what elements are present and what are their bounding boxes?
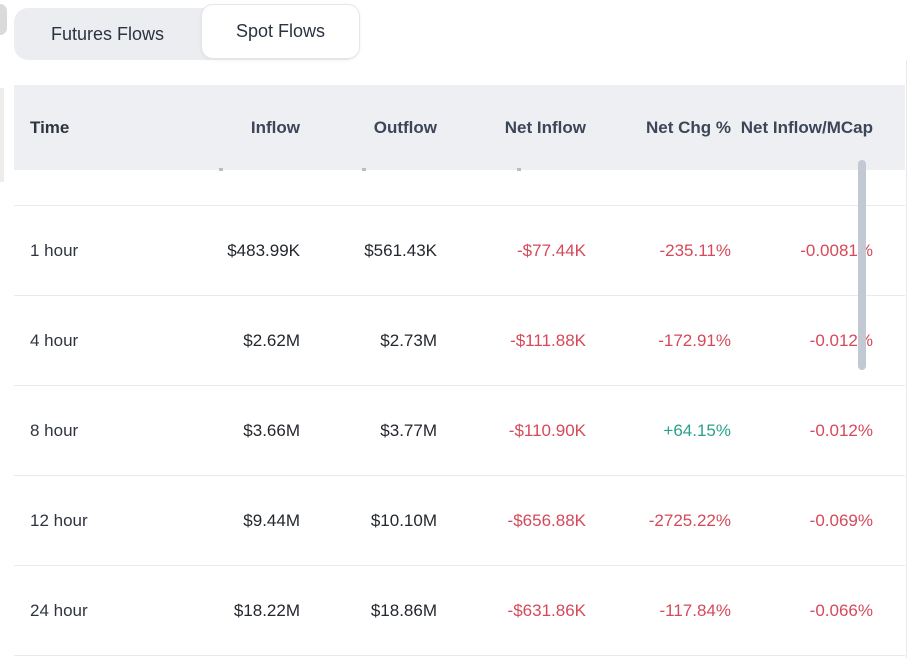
net-inflow-mcap-cell: -0.0081%	[800, 240, 873, 260]
time-cell: 12 hour	[30, 510, 88, 530]
clipped-text-speck	[219, 168, 223, 171]
column-header-net-inflow-mcap: Net Inflow/MCap	[740, 117, 873, 137]
time-cell: 8 hour	[30, 420, 79, 440]
table-row: 12 hour $9.44M $10.10M -$656.88K -2725.22% -0…	[14, 476, 905, 566]
table-row: 24 hour $18.22M $18.86M -$631.86K -117.84% -0…	[14, 566, 905, 656]
time-cell: 1 hour	[30, 240, 79, 260]
net-inflow-cell: -$656.88K	[507, 510, 586, 530]
net-chg-cell: -117.84%	[659, 600, 731, 620]
outflow-cell: $18.86M	[370, 600, 437, 620]
inflow-cell: $3.66M	[243, 420, 300, 440]
table-body: 1 hour $483.99K $561.43K -$77.44K -235.11% -0…	[14, 206, 905, 656]
net-chg-cell: +64.15%	[663, 420, 731, 440]
column-header-net-chg: Net Chg %	[646, 117, 731, 137]
net-inflow-mcap-cell: -0.012%	[809, 330, 873, 350]
outflow-cell: $10.10M	[370, 510, 437, 530]
inflow-cell: $2.62M	[243, 330, 300, 350]
card-right-border	[906, 60, 907, 658]
inflow-cell: $9.44M	[243, 510, 300, 530]
clipped-text-speck	[517, 168, 521, 171]
left-edge-artifact-mid	[0, 88, 4, 182]
net-inflow-cell: -$110.90K	[508, 420, 586, 440]
net-chg-cell: -2725.22%	[648, 510, 731, 530]
net-inflow-mcap-cell: -0.069%	[809, 510, 873, 530]
net-inflow-cell: -$77.44K	[517, 240, 586, 260]
column-header-net-inflow: Net Inflow	[504, 117, 586, 137]
time-cell: 4 hour	[30, 330, 79, 350]
tab-spot-flows[interactable]: Spot Flows	[201, 4, 360, 59]
tab-futures-flows[interactable]: Futures Flows	[50, 24, 165, 44]
column-header-inflow: Inflow	[250, 117, 300, 137]
net-inflow-mcap-cell: -0.066%	[809, 600, 873, 620]
vertical-scrollbar-thumb[interactable]	[858, 160, 866, 370]
column-header-outflow: Outflow	[373, 117, 437, 137]
spot-flows-table: Time Inflow Outflow Net Inflow Net Chg %…	[14, 85, 905, 658]
net-chg-cell: -172.91%	[658, 330, 731, 350]
table-row: 4 hour $2.62M $2.73M -$111.88K -172.91% -0.01…	[14, 296, 905, 386]
left-edge-artifact-top	[0, 4, 7, 35]
table-header-row: Time Inflow Outflow Net Inflow Net Chg %…	[14, 85, 905, 170]
net-chg-cell: -235.11%	[659, 240, 731, 260]
clipped-text-speck	[362, 168, 366, 171]
outflow-cell: $3.77M	[380, 420, 437, 440]
column-header-time: Time	[30, 117, 70, 137]
net-inflow-cell: -$631.86K	[507, 600, 586, 620]
flows-tab-group: Futures Flows Spot Flows	[14, 4, 360, 60]
table-row: 1 hour $483.99K $561.43K -$77.44K -235.11% -0…	[14, 206, 905, 296]
outflow-cell: $561.43K	[364, 240, 437, 260]
time-cell: 24 hour	[30, 600, 88, 620]
outflow-cell: $2.73M	[380, 330, 437, 350]
inflow-cell: $483.99K	[227, 240, 300, 260]
clipped-row-artifact	[14, 168, 905, 206]
net-inflow-cell: -$111.88K	[510, 330, 586, 350]
inflow-cell: $18.22M	[233, 600, 300, 620]
table-row: 8 hour $3.66M $3.77M -$110.90K +64.15% -0.012…	[14, 386, 905, 476]
net-inflow-mcap-cell: -0.012%	[809, 420, 873, 440]
